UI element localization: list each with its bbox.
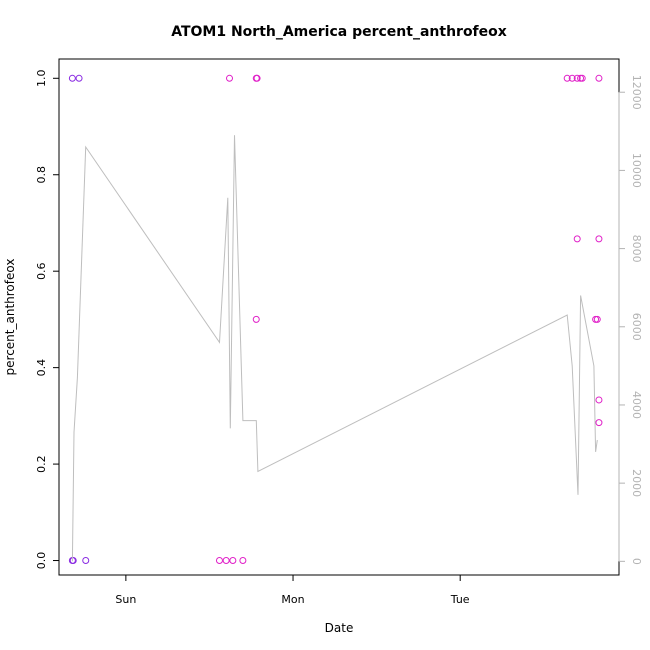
plot-frame: [58, 58, 620, 576]
data-point: [593, 315, 601, 323]
data-point: [595, 74, 603, 82]
data-point: [226, 74, 234, 82]
y-tick-label: 0.0: [35, 552, 48, 570]
data-point: [568, 74, 576, 82]
series-layer: [68, 74, 603, 565]
x-tick-label: Sun: [115, 593, 136, 606]
y-axis: 0.0 0.2 0.4 0.6 0.8 1.0: [35, 70, 60, 570]
data-point: [69, 557, 77, 565]
data-point: [595, 235, 603, 243]
y-tick-label: 1.0: [35, 70, 48, 88]
y-tick-label: 0.6: [35, 262, 48, 280]
y2-tick-label: 6000: [630, 313, 643, 341]
data-point: [215, 557, 223, 565]
y2-axis: 0 2000 4000 6000 8000 10000 12000: [618, 75, 643, 565]
series-line: [71, 135, 598, 562]
data-point: [222, 557, 230, 565]
y2-tick-label: 0: [630, 558, 643, 565]
data-point: [229, 557, 237, 565]
x-axis-label: Date: [325, 621, 354, 635]
x-axis: Sun Mon Tue: [115, 574, 470, 606]
y2-tick-label: 12000: [630, 75, 643, 110]
data-point: [573, 235, 581, 243]
y-axis-label: percent_anthrofeox: [3, 259, 17, 376]
y2-tick-label: 8000: [630, 235, 643, 263]
data-point: [82, 557, 90, 565]
data-point: [595, 419, 603, 427]
data-point: [563, 74, 571, 82]
chart-title: ATOM1 North_America percent_anthrofeox: [171, 24, 507, 40]
x-tick-label: Mon: [281, 593, 304, 606]
y-tick-label: 0.2: [35, 455, 48, 473]
data-point: [253, 74, 261, 82]
data-point: [595, 396, 603, 404]
data-point: [252, 315, 260, 323]
data-point: [578, 74, 586, 82]
y2-tick-label: 2000: [630, 469, 643, 497]
y2-tick-label: 4000: [630, 391, 643, 419]
y-tick-label: 0.8: [35, 166, 48, 184]
data-point: [573, 74, 581, 82]
x-tick-label: Tue: [450, 593, 470, 606]
y-tick-label: 0.4: [35, 359, 48, 377]
data-point: [75, 74, 83, 82]
data-point: [68, 74, 76, 82]
data-point: [239, 557, 247, 565]
y2-tick-label: 10000: [630, 153, 643, 188]
